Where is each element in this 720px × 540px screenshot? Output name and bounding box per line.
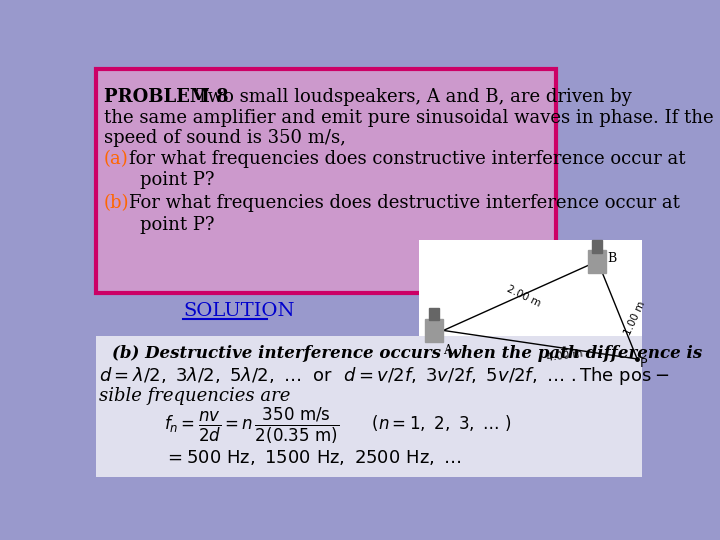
Text: for what frequencies does constructive interference occur at: for what frequencies does constructive i…: [129, 150, 685, 168]
Text: PROBLEM 8: PROBLEM 8: [104, 88, 228, 106]
Text: $= 500\ \mathrm{Hz},\ 1500\ \mathrm{Hz},\ 2500\ \mathrm{Hz},\ \ldots$: $= 500\ \mathrm{Hz},\ 1500\ \mathrm{Hz},…: [163, 448, 462, 467]
FancyBboxPatch shape: [96, 69, 556, 294]
Text: A: A: [443, 345, 451, 357]
Text: 1.00 m: 1.00 m: [624, 300, 647, 337]
Text: point P?: point P?: [140, 171, 215, 189]
Bar: [588, 249, 606, 273]
FancyBboxPatch shape: [96, 336, 642, 477]
Bar: [429, 308, 438, 320]
FancyBboxPatch shape: [419, 240, 642, 367]
Text: the same amplifier and emit pure sinusoidal waves in phase. If the: the same amplifier and emit pure sinusoi…: [104, 109, 714, 127]
Text: 2.00 m: 2.00 m: [505, 284, 541, 309]
Text: For what frequencies does destructive interference occur at: For what frequencies does destructive in…: [129, 194, 680, 212]
Text: B: B: [608, 252, 617, 265]
Text: $d = \lambda/2,\ 3\lambda/2,\ 5\lambda/2,\ \ldots$$\ \ \mathrm{or}\ \ d = v/2f,\: $d = \lambda/2,\ 3\lambda/2,\ 5\lambda/2…: [99, 365, 670, 387]
Text: speed of sound is 350 m/s,: speed of sound is 350 m/s,: [104, 130, 346, 147]
Text: SOLUTION: SOLUTION: [183, 302, 294, 320]
Text: (b) Destructive interference occurs when the path difference is: (b) Destructive interference occurs when…: [112, 345, 702, 362]
Text: 4.00 m: 4.00 m: [546, 348, 583, 362]
Text: P: P: [639, 357, 647, 370]
Text: point P?: point P?: [140, 215, 215, 234]
Text: (b): (b): [104, 194, 130, 212]
Bar: [425, 319, 444, 342]
Text: Two small loudspeakers, A and B, are driven by: Two small loudspeakers, A and B, are dri…: [184, 88, 631, 106]
Text: sible frequencies are: sible frequencies are: [99, 387, 291, 404]
Bar: [593, 240, 601, 253]
Text: $f_n = \dfrac{nv}{2d} = n\,\dfrac{350\ \mathrm{m/s}}{2(0.35\ \mathrm{m})}$$\qqua: $f_n = \dfrac{nv}{2d} = n\,\dfrac{350\ \…: [163, 406, 511, 446]
Text: (a): (a): [104, 150, 129, 168]
